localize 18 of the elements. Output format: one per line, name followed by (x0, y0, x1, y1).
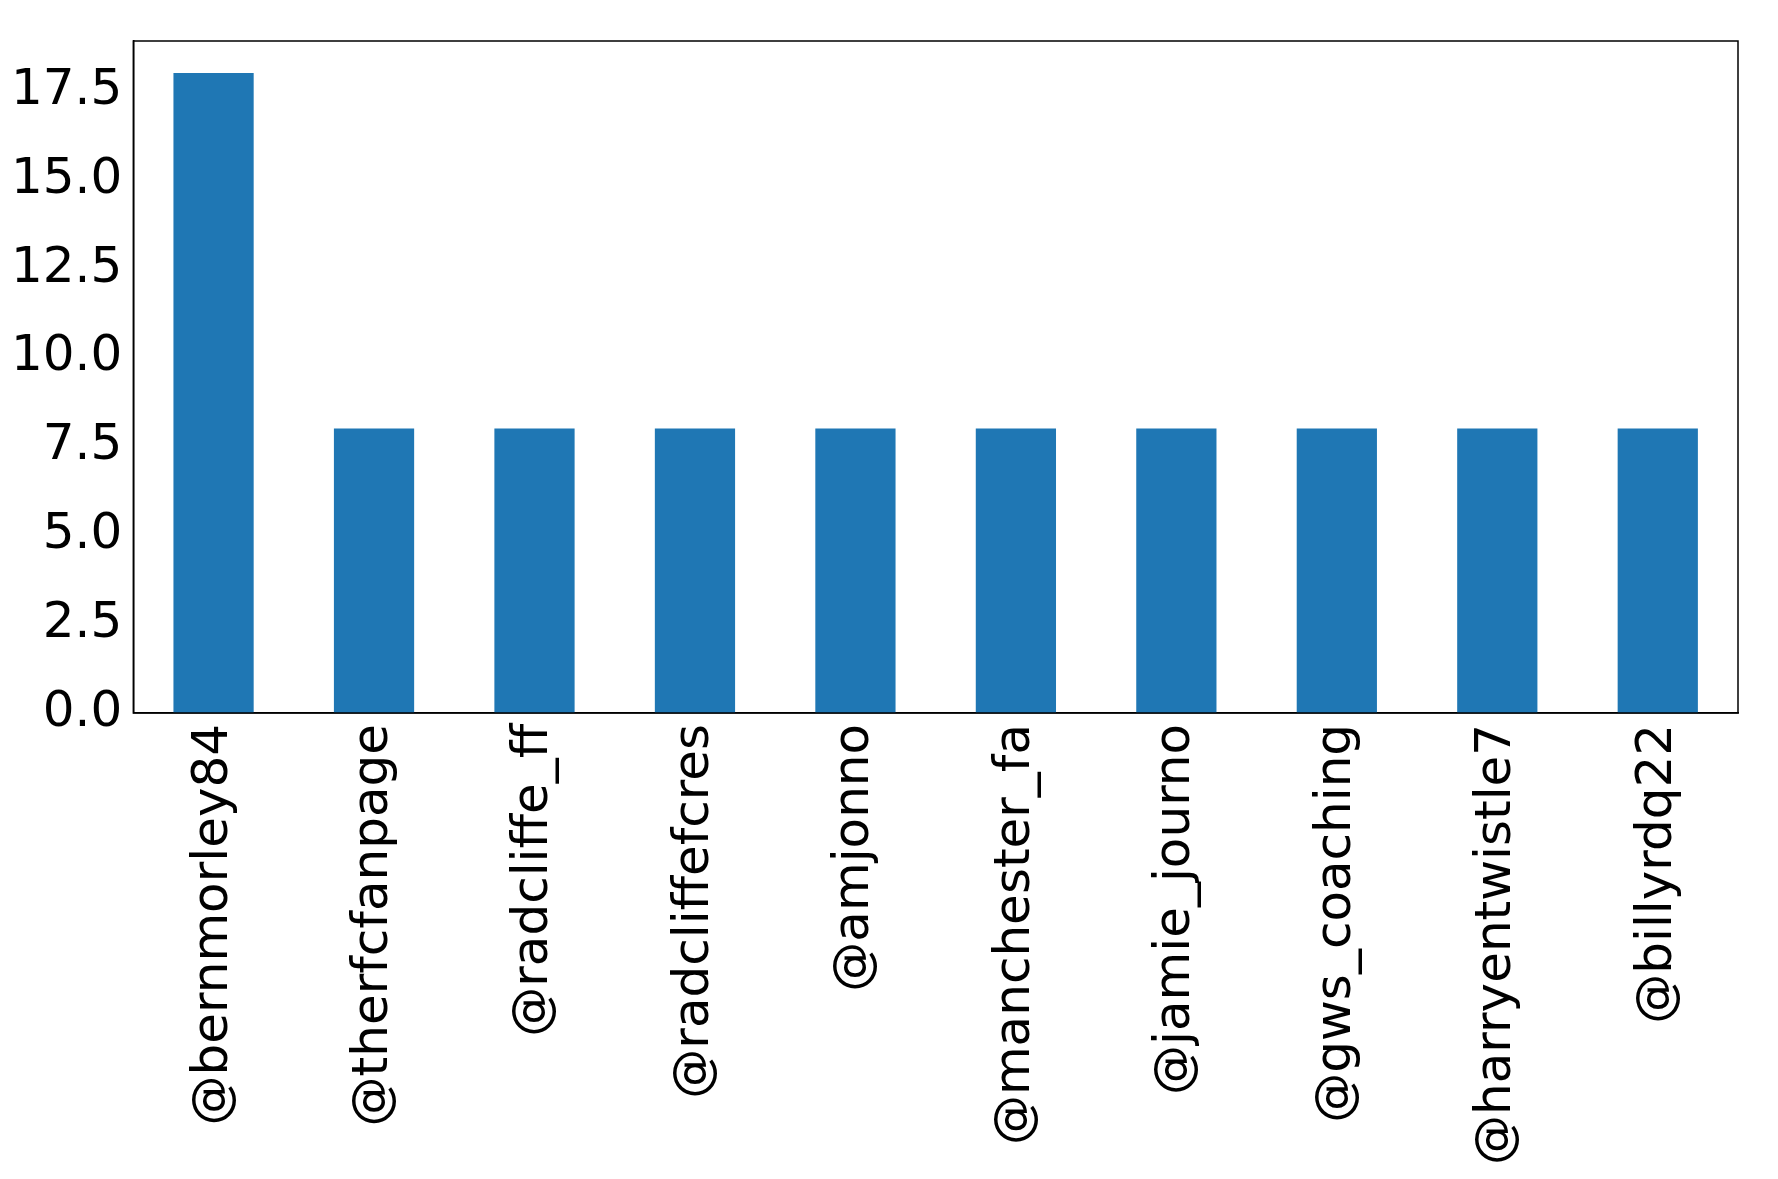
y-tick-label: 2.5 (42, 591, 123, 649)
x-tick-label: @manchester_fa (982, 723, 1041, 1146)
y-tick-label: 17.5 (11, 57, 123, 116)
x-tick-label: @therfcfanpage (341, 723, 400, 1127)
y-tick-label: 10.0 (11, 324, 123, 383)
x-tick-label: @radcliffefcres (661, 723, 720, 1099)
x-tick-label: @radcliffe_ff (501, 722, 560, 1037)
x-tick-label: @harryentwistle7 (1464, 723, 1523, 1166)
x-tick-label: @amjonno (822, 723, 881, 992)
x-tick-label: @bernmorley84 (180, 723, 239, 1126)
y-tick-label: 15.0 (11, 146, 123, 205)
y-tick-label: 7.5 (42, 413, 123, 472)
x-tick-label: @jamie_journo (1143, 723, 1202, 1095)
x-tick-label: @gws_coaching (1303, 723, 1362, 1123)
y-tick-label: 12.5 (11, 235, 123, 294)
y-tick-label: 5.0 (42, 502, 123, 561)
x-tick-label: @billyrdq22 (1624, 723, 1683, 1024)
y-tick-label: 0.0 (42, 679, 123, 738)
